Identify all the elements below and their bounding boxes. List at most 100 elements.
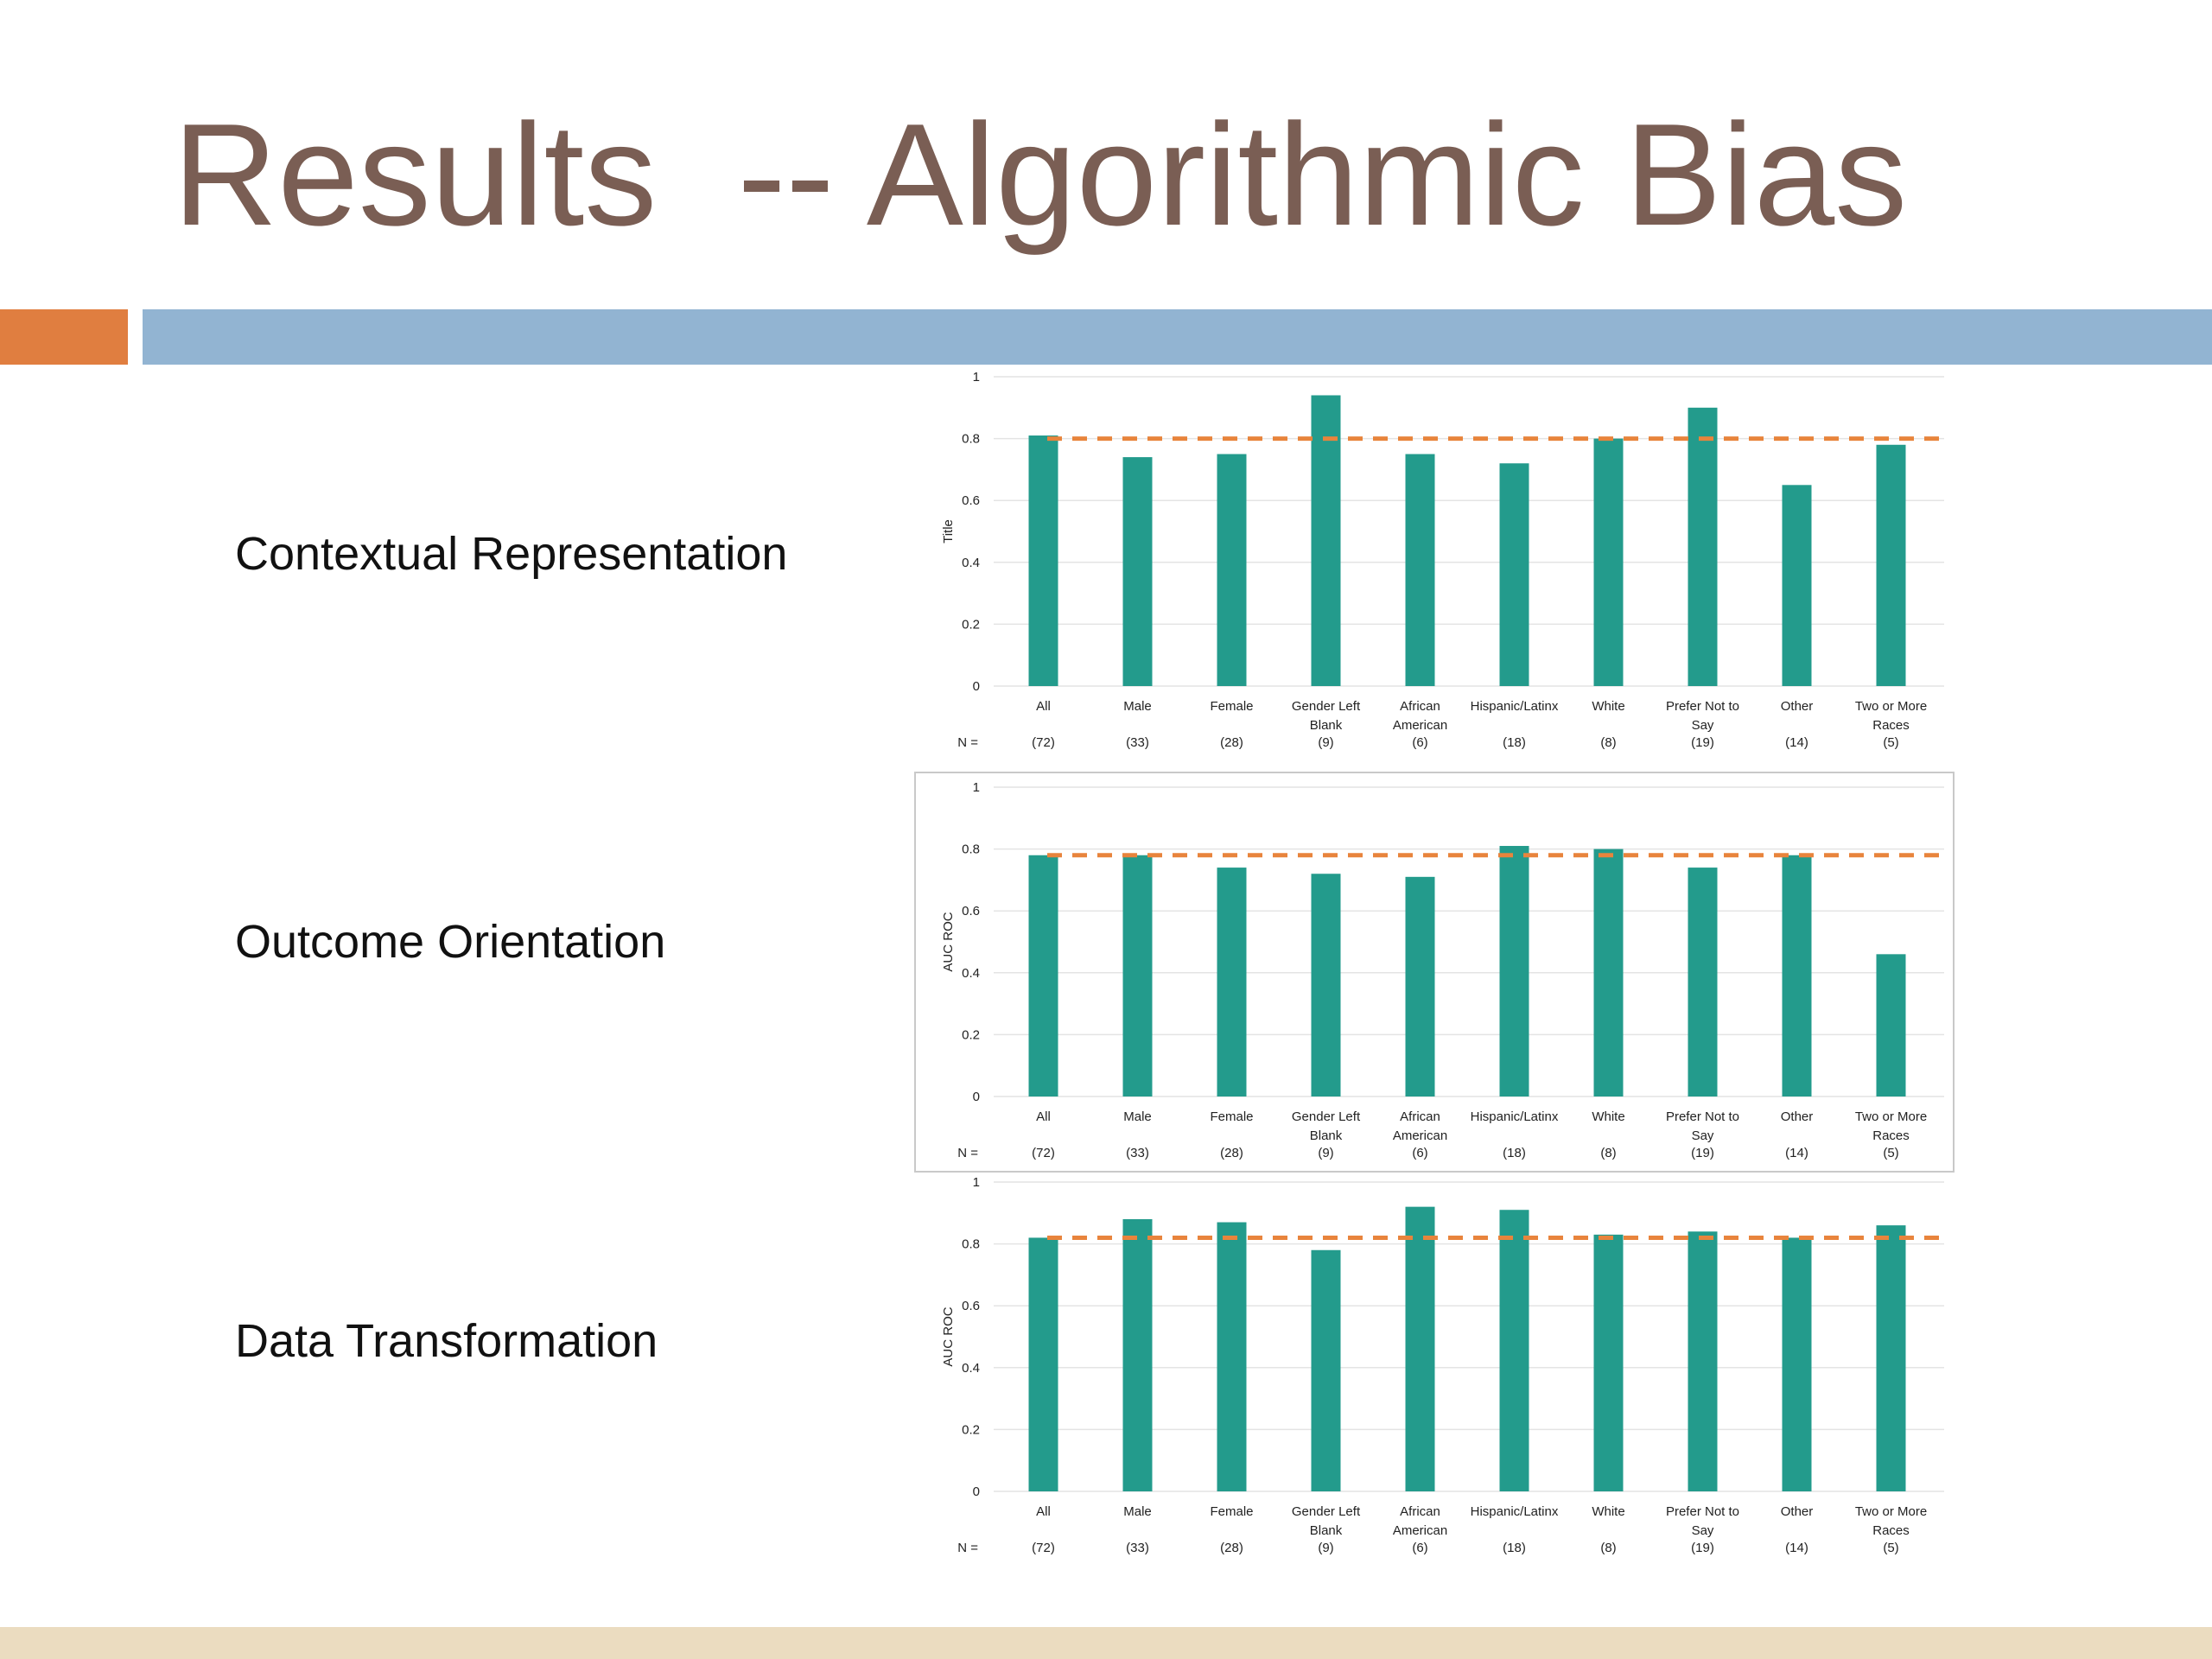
y-tick-label: 0 — [973, 1484, 980, 1499]
y-tick-label: 0.2 — [962, 1422, 980, 1437]
x-category-label: Hispanic/Latinx — [1471, 699, 1559, 714]
x-category-label: All — [1036, 1504, 1051, 1519]
x-category-label: Two or More Races — [1855, 1504, 1927, 1538]
n-count-label: (6) — [1412, 735, 1427, 750]
row-label-data-transformation: Data Transformation — [235, 1315, 658, 1367]
x-category-label: All — [1036, 699, 1051, 714]
n-count-label: (33) — [1126, 735, 1149, 750]
bar — [1311, 874, 1341, 1096]
x-category-label: White — [1592, 699, 1624, 714]
row-label-contextual-representation: Contextual Representation — [235, 528, 788, 580]
x-category-label: Female — [1210, 1504, 1253, 1519]
n-count-label: (8) — [1600, 1146, 1616, 1160]
y-tick-label: 0 — [973, 679, 980, 694]
x-category-label: Prefer Not to Say — [1666, 699, 1739, 733]
x-category-label: All — [1036, 1109, 1051, 1124]
n-prefix-label: N = — [957, 735, 978, 750]
n-count-label: (19) — [1691, 1146, 1714, 1160]
n-count-label: (33) — [1126, 1146, 1149, 1160]
x-category-label: White — [1592, 1504, 1624, 1519]
n-count-label: (9) — [1318, 1146, 1333, 1160]
n-count-label: (72) — [1032, 1541, 1055, 1555]
y-tick-label: 0.4 — [962, 966, 980, 981]
y-tick-label: 0.6 — [962, 1299, 980, 1313]
bar — [1405, 454, 1435, 686]
x-category-label: Prefer Not to Say — [1666, 1109, 1739, 1143]
n-count-label: (19) — [1691, 1541, 1714, 1555]
n-count-label: (9) — [1318, 735, 1333, 750]
x-category-label: Male — [1123, 1504, 1152, 1519]
bar — [1405, 1206, 1435, 1491]
bar — [1876, 444, 1906, 686]
n-count-label: (5) — [1883, 1146, 1898, 1160]
bar — [1876, 1225, 1906, 1491]
y-tick-label: 0.2 — [962, 617, 980, 632]
x-category-label: Male — [1123, 699, 1152, 714]
x-category-label: African American — [1393, 1504, 1447, 1538]
n-count-label: (28) — [1220, 1541, 1243, 1555]
bar — [1028, 855, 1058, 1096]
bar — [1688, 868, 1718, 1096]
n-count-label: (14) — [1785, 735, 1808, 750]
x-category-label: Two or More Races — [1855, 1109, 1927, 1143]
n-count-label: (8) — [1600, 735, 1616, 750]
chart-svg: 0 0.2 0.4 0.6 0.8 1 AUC ROC All (72) Male (33) Fema… — [941, 1175, 1946, 1555]
y-tick-label: 0.4 — [962, 1361, 980, 1376]
bar — [1593, 1234, 1624, 1491]
bar — [1499, 463, 1529, 686]
bar — [1217, 1222, 1247, 1491]
n-count-label: (6) — [1412, 1146, 1427, 1160]
n-prefix-label: N = — [957, 1541, 978, 1555]
y-tick-label: 0.8 — [962, 842, 980, 857]
x-category-label: African American — [1393, 1109, 1447, 1143]
n-count-label: (33) — [1126, 1541, 1149, 1555]
n-count-label: (6) — [1412, 1541, 1427, 1555]
y-tick-label: 1 — [973, 370, 980, 385]
x-category-label: Female — [1210, 699, 1253, 714]
bar — [1028, 1237, 1058, 1491]
bar — [1122, 1218, 1153, 1491]
y-tick-label: 0 — [973, 1090, 980, 1104]
x-category-label: Prefer Not to Say — [1666, 1504, 1739, 1538]
chart-svg: 0 0.2 0.4 0.6 0.8 1 AUC ROC All (72) Male (33) Fema… — [941, 780, 1946, 1160]
chart-data-transformation: 0 0.2 0.4 0.6 0.8 1 AUC ROC All (72) Male (33) Fema… — [916, 1168, 1953, 1566]
bar — [1122, 855, 1153, 1096]
y-tick-label: 0.2 — [962, 1027, 980, 1042]
x-category-label: White — [1592, 1109, 1624, 1124]
n-count-label: (72) — [1032, 735, 1055, 750]
y-axis-label: Title — [941, 519, 956, 543]
n-count-label: (8) — [1600, 1541, 1616, 1555]
n-count-label: (14) — [1785, 1146, 1808, 1160]
bar — [1593, 849, 1624, 1096]
bar — [1876, 954, 1906, 1096]
n-count-label: (72) — [1032, 1146, 1055, 1160]
y-tick-label: 0.4 — [962, 556, 980, 570]
y-tick-label: 0.6 — [962, 904, 980, 918]
bar — [1311, 395, 1341, 686]
y-tick-label: 0.8 — [962, 432, 980, 447]
x-category-label: Hispanic/Latinx — [1471, 1504, 1559, 1519]
bar — [1688, 1231, 1718, 1491]
bar — [1782, 1237, 1812, 1491]
chart-contextual-representation: 0 0.2 0.4 0.6 0.8 1 Title All (72) Male (33) Female… — [916, 363, 1953, 760]
y-tick-label: 0.8 — [962, 1237, 980, 1252]
y-tick-label: 0.6 — [962, 493, 980, 508]
y-axis-label: AUC ROC — [941, 912, 956, 971]
footer-band — [0, 1627, 2212, 1659]
bar — [1217, 454, 1247, 686]
bar — [1688, 407, 1718, 686]
slide-title: Results -- Algorithmic Bias — [173, 93, 1908, 256]
x-category-label: Two or More Races — [1855, 699, 1927, 733]
n-prefix-label: N = — [957, 1146, 978, 1160]
x-category-label: Male — [1123, 1109, 1152, 1124]
chart-svg: 0 0.2 0.4 0.6 0.8 1 Title All (72) Male (33) Female… — [941, 370, 1946, 750]
x-category-label: Gender Left Blank — [1292, 1109, 1361, 1143]
row-label-outcome-orientation: Outcome Orientation — [235, 916, 666, 968]
bar — [1499, 1210, 1529, 1491]
bar — [1028, 435, 1058, 686]
chart-outcome-orientation: 0 0.2 0.4 0.6 0.8 1 AUC ROC All (72) Male (33) Fema… — [914, 772, 1955, 1173]
x-category-label: Gender Left Blank — [1292, 1504, 1361, 1538]
bar — [1405, 876, 1435, 1096]
y-tick-label: 1 — [973, 1175, 980, 1190]
n-count-label: (19) — [1691, 735, 1714, 750]
